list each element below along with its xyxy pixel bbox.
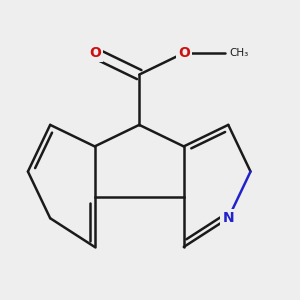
Text: O: O	[89, 46, 100, 60]
Text: CH₃: CH₃	[229, 48, 248, 58]
Text: O: O	[178, 46, 190, 60]
Text: N: N	[223, 211, 234, 225]
